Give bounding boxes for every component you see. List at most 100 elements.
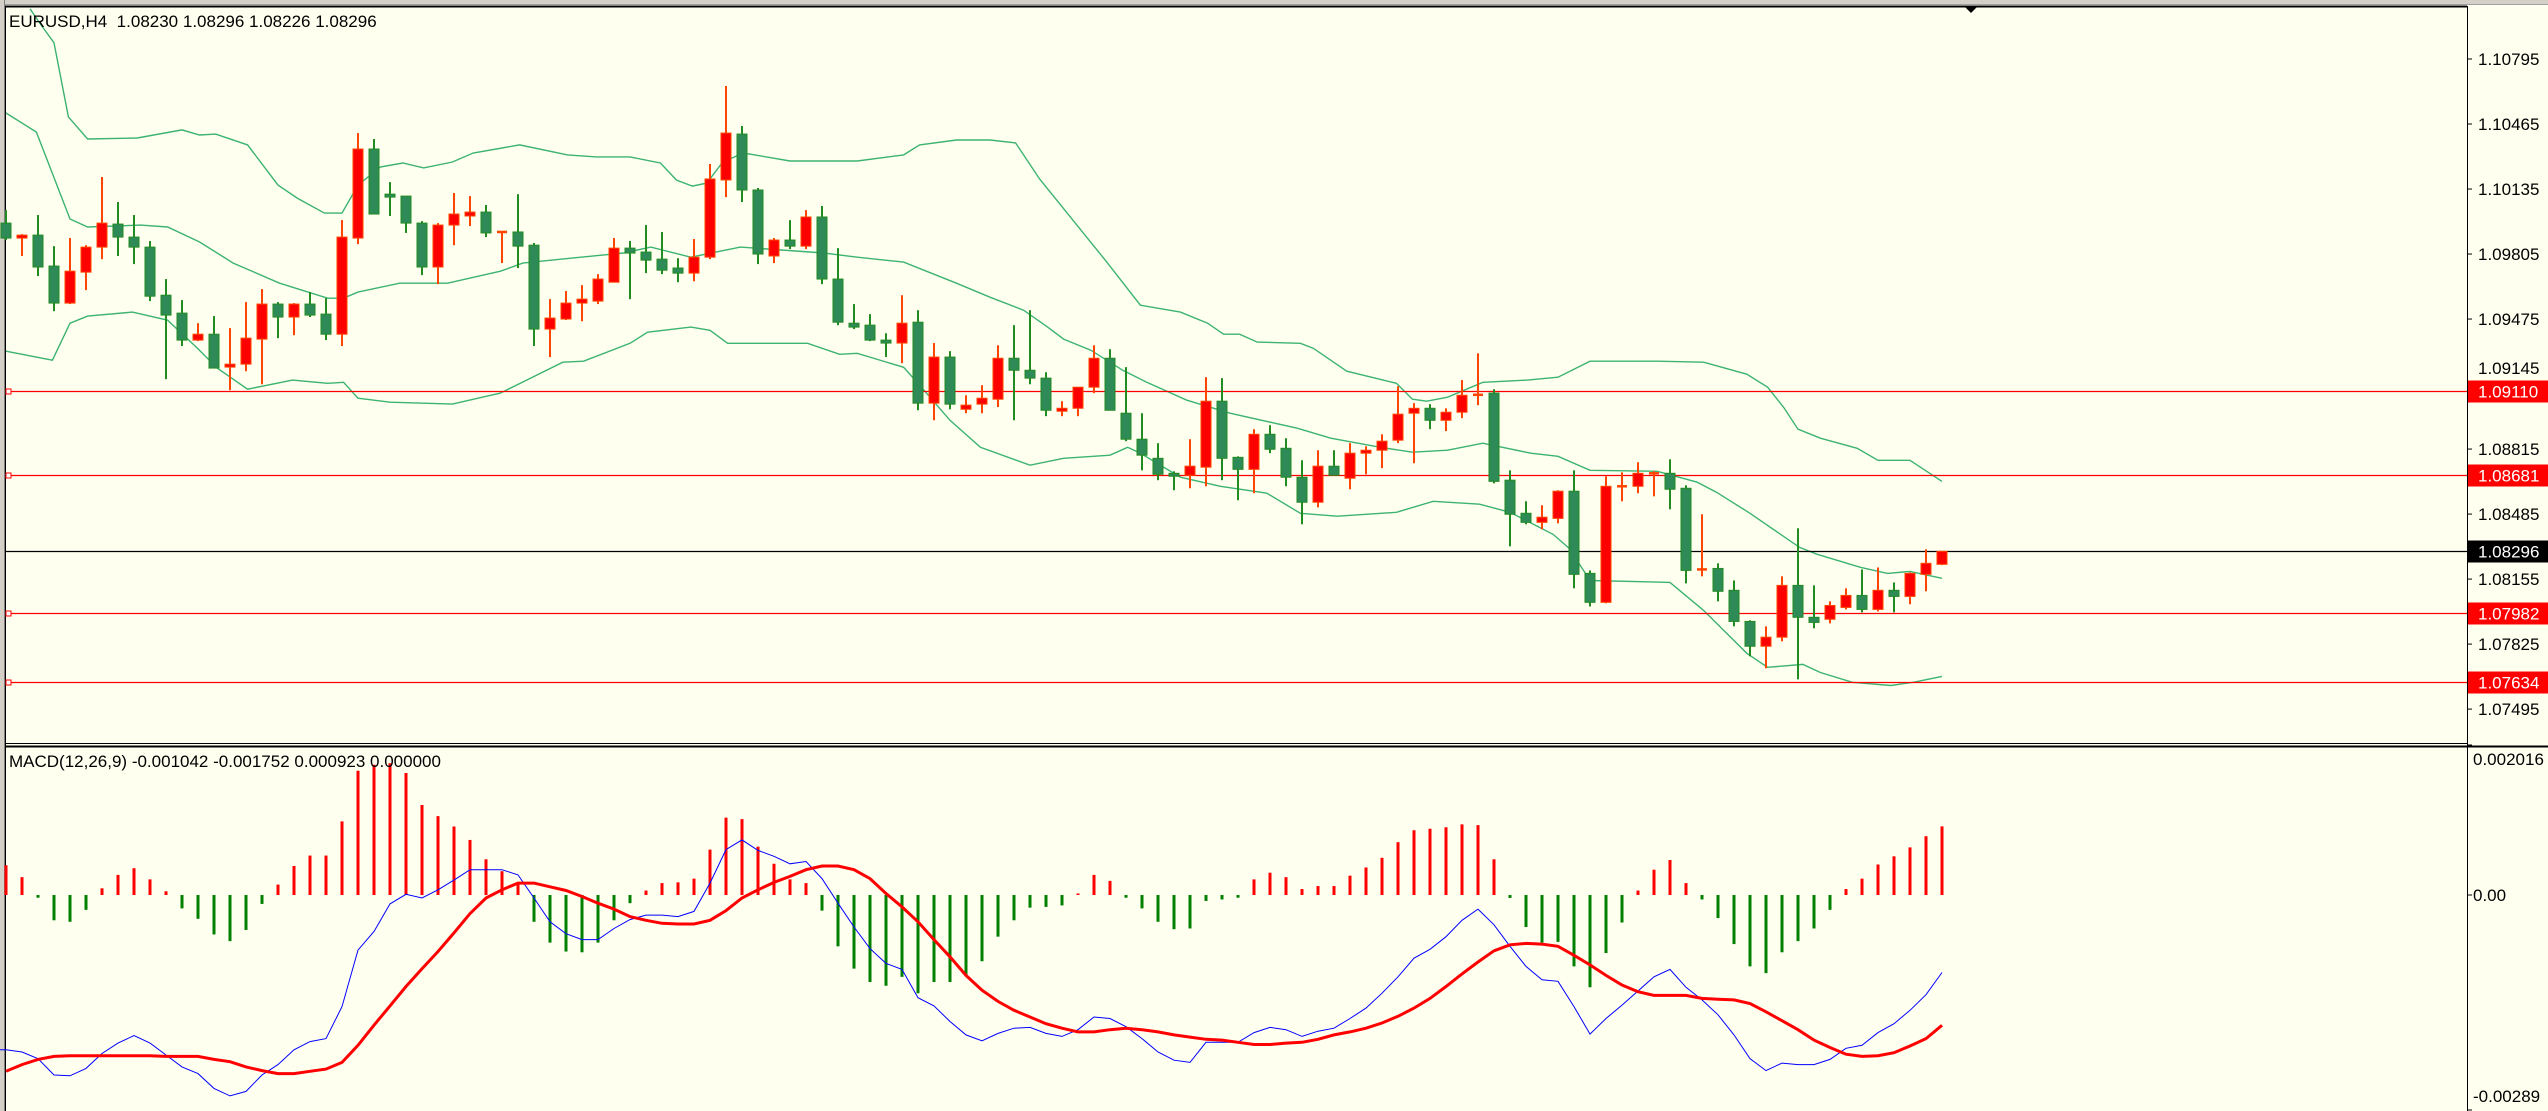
candle-body [944, 356, 956, 405]
chart-frame [5, 5, 2548, 1111]
candle-body [1888, 589, 1900, 597]
candle [240, 302, 252, 372]
candle-body [1440, 411, 1452, 421]
candle-body [544, 317, 556, 330]
candle [976, 385, 988, 414]
candle-body [96, 222, 108, 248]
candle [1344, 443, 1356, 490]
candle [480, 204, 492, 238]
candle [1680, 485, 1692, 584]
candle [1872, 567, 1884, 612]
candle [1328, 450, 1340, 476]
candle [320, 298, 332, 341]
candle [304, 292, 316, 318]
candle [448, 192, 460, 246]
macd-main-line [0, 839, 1943, 1097]
price-tick-label: 1.08485 [2478, 505, 2539, 524]
horizontal-levels[interactable] [5, 388, 2467, 686]
candle-body [1808, 616, 1820, 623]
candle [1520, 501, 1532, 525]
candle-body [1360, 449, 1372, 454]
candle [880, 333, 892, 358]
candle-body [1632, 472, 1644, 487]
price-axis[interactable]: 1.10795 1.10465 1.10135 1.09805 1.09475 1.091… [2467, 50, 2548, 1111]
level-price-label: 1.09110 [2478, 383, 2538, 402]
candle [1584, 570, 1596, 607]
candle [1152, 443, 1164, 481]
candle [1056, 401, 1068, 417]
candle [1120, 367, 1132, 442]
candle-body [976, 397, 988, 405]
candle-body [240, 337, 252, 365]
candle-body [864, 324, 876, 341]
candle-body [1760, 636, 1772, 647]
candle [848, 304, 860, 330]
candle [1280, 438, 1292, 487]
candle [368, 138, 380, 215]
candle-body [80, 246, 92, 273]
candle-body [1664, 472, 1676, 490]
candle-body [432, 224, 444, 268]
candle [528, 242, 540, 347]
candle [1632, 462, 1644, 494]
candle-body [1600, 485, 1612, 603]
candle-body [336, 236, 348, 335]
chart-shift-marker-icon[interactable] [1964, 6, 1978, 13]
level-anchor-handle[interactable] [5, 388, 12, 395]
candle [1488, 389, 1500, 484]
candle [1552, 490, 1564, 524]
candle-body [1488, 392, 1500, 482]
candle [464, 196, 476, 227]
candle [1024, 310, 1036, 385]
candle-body [160, 294, 172, 316]
level-anchor-handle[interactable] [5, 610, 12, 617]
candle-body [1168, 472, 1180, 477]
candle [512, 194, 524, 269]
candle [1424, 404, 1436, 430]
candle [1664, 459, 1676, 510]
macd-panel [0, 763, 1944, 1097]
candle [1168, 471, 1180, 491]
bid-price-label: 1.08296 [2478, 543, 2539, 562]
candle [32, 215, 44, 277]
candle-body [704, 178, 716, 258]
candle [48, 246, 60, 312]
candle-body [1728, 589, 1740, 622]
candle [944, 351, 956, 410]
candle [1040, 372, 1052, 417]
candle [1776, 576, 1788, 642]
candle-body [0, 222, 12, 239]
candle [1473, 353, 1483, 406]
candle-body [1936, 550, 1948, 565]
window-left-edge [0, 0, 5, 1111]
candle [1008, 325, 1020, 421]
candle [736, 125, 748, 203]
candle-body [352, 148, 364, 239]
candle-body [208, 333, 220, 369]
candle [1072, 386, 1084, 417]
price-tick-label: 1.09145 [2478, 359, 2539, 378]
candle-body [560, 302, 572, 320]
level-anchor-handle[interactable] [5, 472, 12, 479]
candle-body [1152, 457, 1164, 475]
candle-body [800, 216, 812, 247]
candle [768, 238, 780, 264]
candle [752, 188, 764, 265]
candle-body [32, 234, 44, 268]
candle [1568, 470, 1580, 589]
candle [1392, 386, 1404, 444]
candle [1840, 588, 1852, 610]
candle-body [176, 312, 188, 341]
candle-body [16, 234, 28, 239]
candle-body [992, 357, 1004, 400]
candle [816, 205, 828, 285]
candle-body [816, 216, 828, 280]
candle-body [1824, 604, 1836, 620]
candle [16, 234, 28, 256]
candle-body [672, 267, 684, 274]
candle-body [1056, 407, 1068, 412]
candle-body [368, 148, 380, 215]
level-anchor-handle[interactable] [5, 679, 12, 686]
candle [336, 220, 348, 347]
